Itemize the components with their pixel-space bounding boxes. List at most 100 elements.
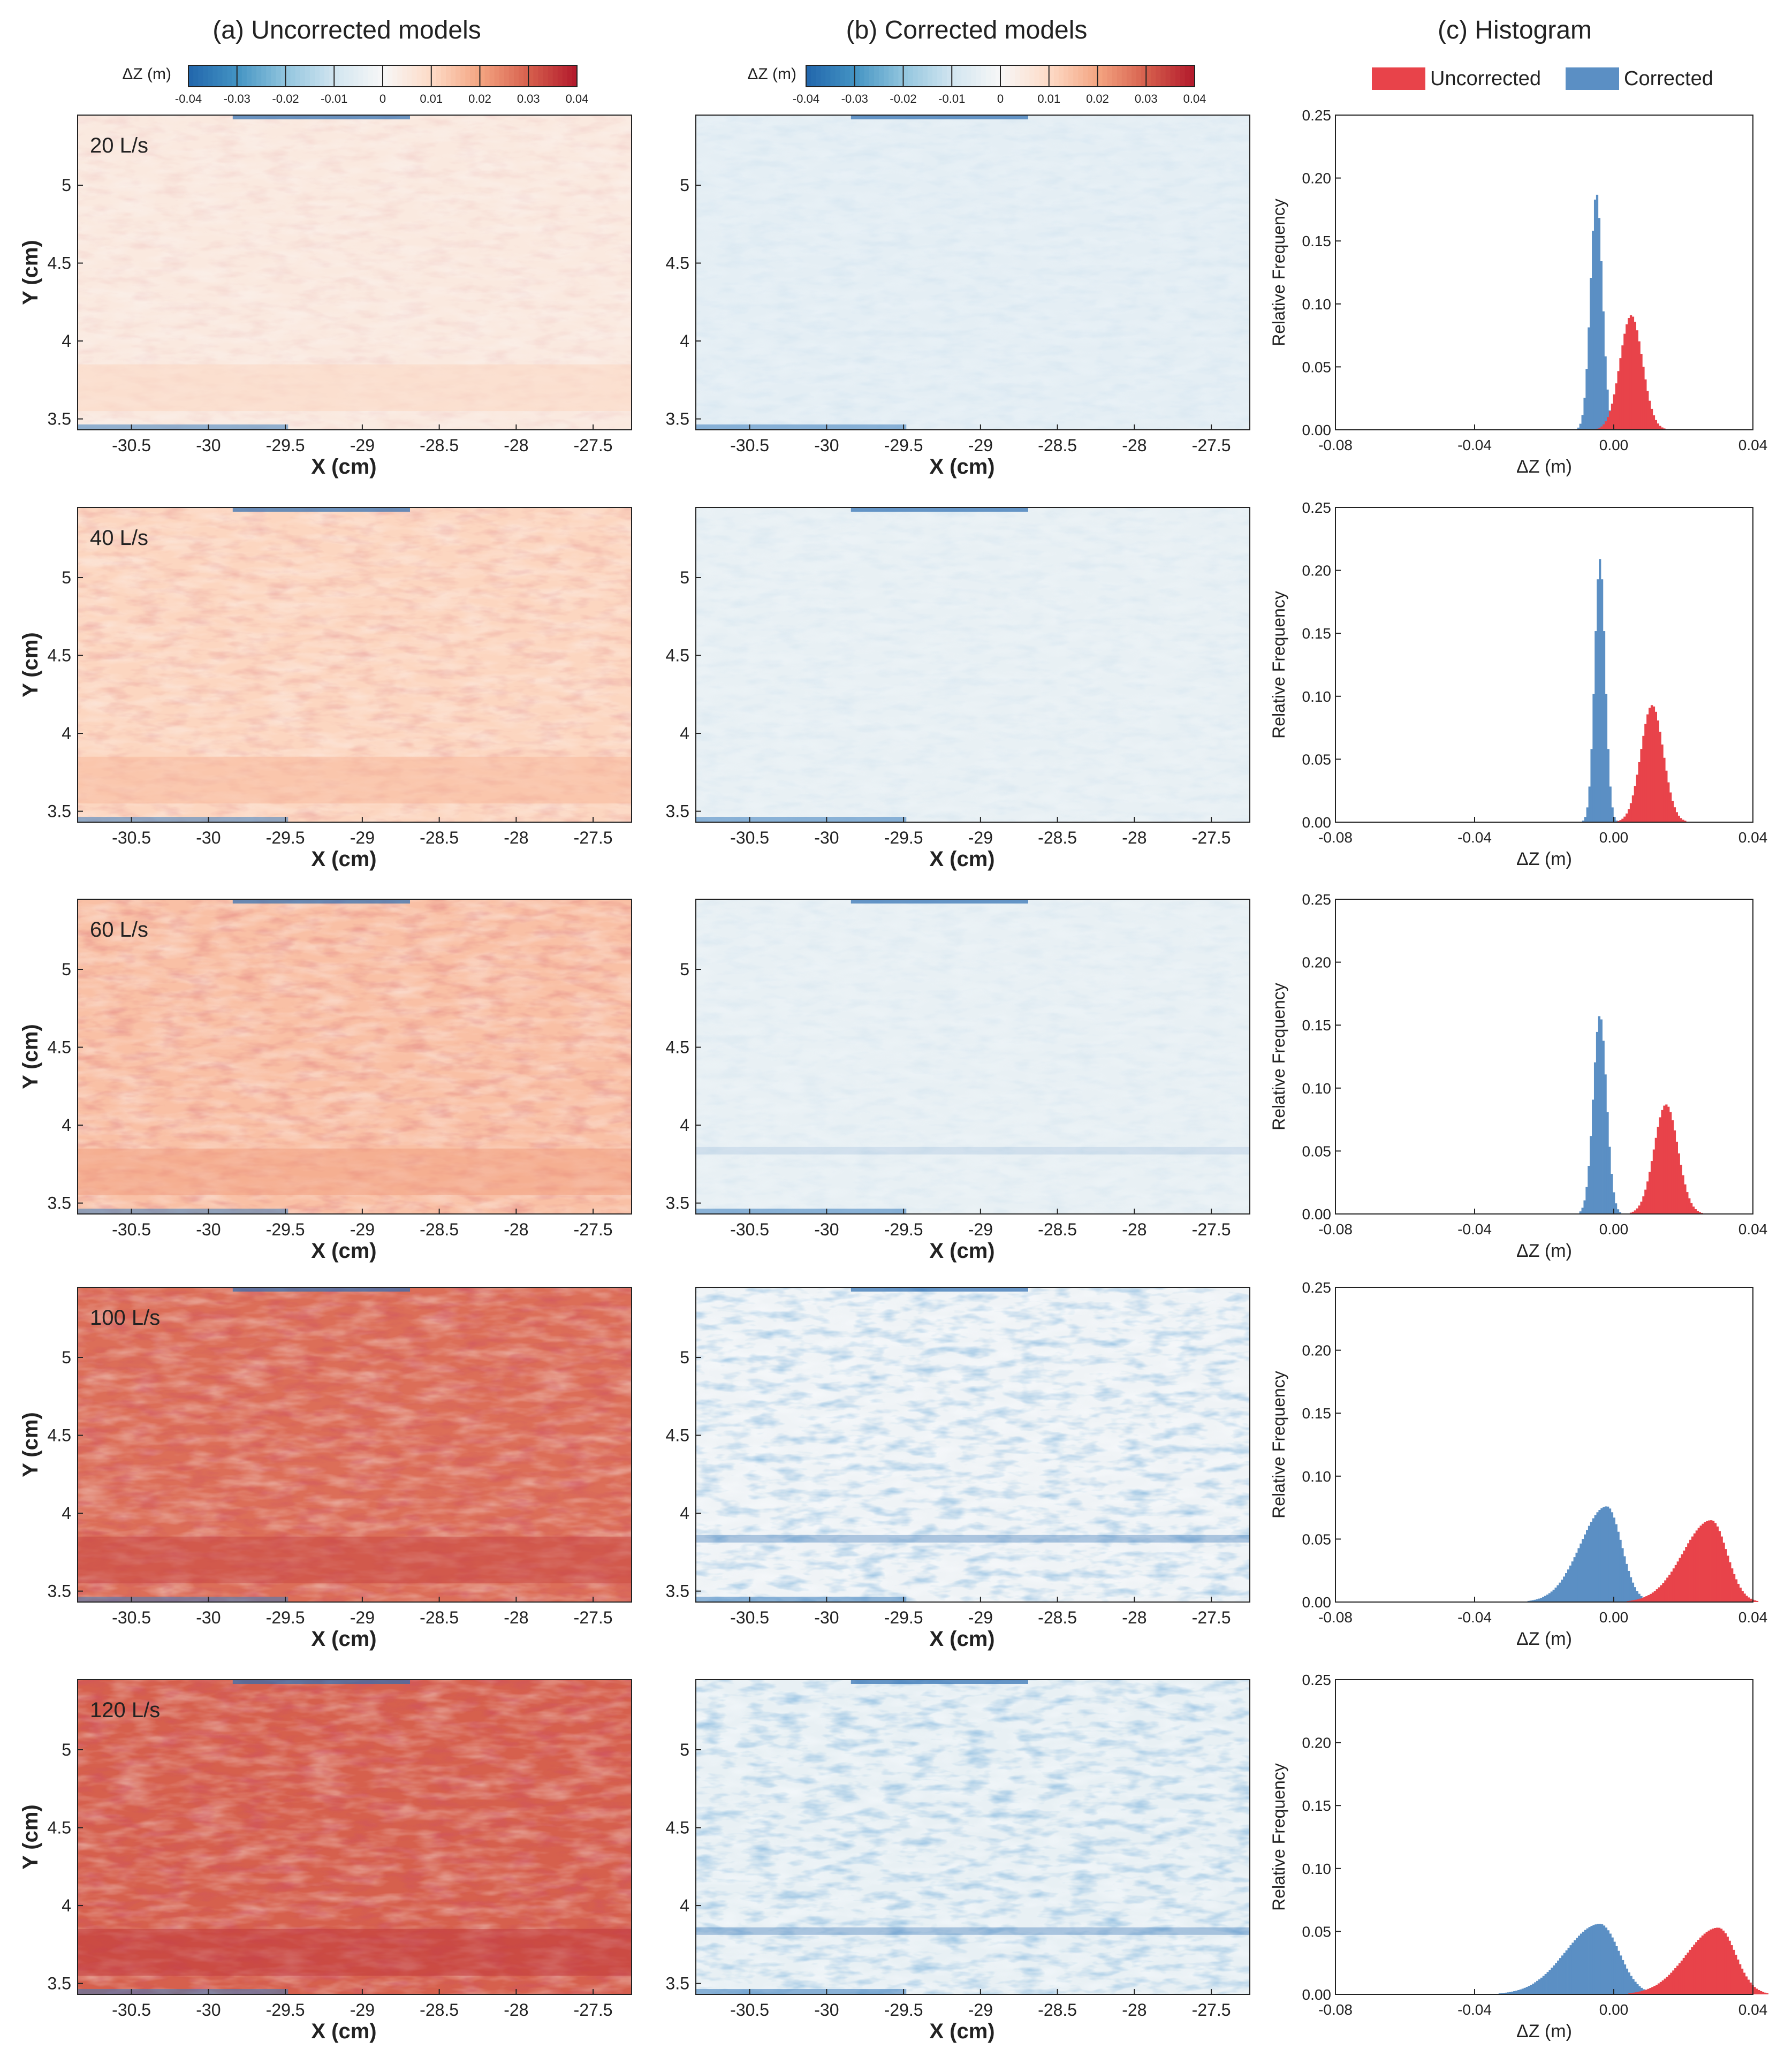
hist-bar [1597, 579, 1599, 822]
hist-bar [1642, 735, 1645, 822]
colorbar-segment [280, 65, 286, 87]
colorbar-segment [451, 65, 456, 87]
colorbar-tick-label: -0.02 [890, 92, 916, 105]
hist-background [1335, 115, 1753, 430]
corrected-bars [1577, 194, 1618, 430]
hist-bar [1596, 1512, 1599, 1602]
hist-bar [1536, 1599, 1538, 1602]
colorbar-segment [407, 65, 413, 87]
x-axis-label: X (cm) [311, 847, 376, 871]
colorbar-segment [1078, 65, 1083, 87]
hist-bar [1710, 1929, 1712, 1994]
hist-bar [1609, 786, 1612, 822]
colorbar-segment [465, 65, 470, 87]
hist-bar [1559, 1582, 1561, 1602]
hist-bar [1619, 1212, 1622, 1214]
x-tick-label: -29 [968, 1608, 993, 1627]
hist-bar [1550, 1591, 1553, 1602]
hist-bar [1722, 1930, 1725, 1994]
y-tick-label: 4.5 [666, 646, 689, 665]
hist-bar [1710, 1520, 1713, 1602]
hist-bar [1596, 1031, 1599, 1214]
hist-bar [1673, 807, 1676, 822]
x-tick-label: -29 [968, 2000, 993, 2020]
x-tick-label: -29.5 [884, 1608, 923, 1627]
hist-bar [1617, 371, 1620, 430]
hist-bar [1592, 694, 1595, 822]
y-tick-label: 0.25 [1302, 107, 1332, 124]
y-tick-label: 4.5 [666, 1038, 689, 1057]
hist-bar [1708, 1520, 1711, 1602]
colorbar-segment [966, 65, 972, 87]
hist-bar [1548, 1593, 1551, 1602]
colorbars: ΔZ (m) -0.04 -0.03 -0.02 -0.01 0 0.01 0.02 0.03 0… [122, 65, 1206, 105]
y-axis-label: Y (cm) [19, 1804, 42, 1870]
hist-bar [1598, 218, 1601, 430]
x-tick-label: -29 [350, 436, 375, 455]
colorbar-segment [1029, 65, 1035, 87]
hist-bar [1686, 1192, 1689, 1214]
hist-bar [1666, 1577, 1669, 1602]
colorbar-segment [854, 65, 860, 87]
colorbar-segment [426, 65, 432, 87]
colorbar-segment [528, 65, 534, 87]
y-tick-label: 3.5 [666, 1582, 689, 1601]
x-tick-label: -29 [968, 1220, 993, 1239]
hist-bar [1699, 1937, 1702, 1994]
hist-bar [1702, 1523, 1704, 1602]
hist-bar [1682, 819, 1684, 822]
x-tick-label: -28.5 [1038, 1608, 1077, 1627]
hist-bar [1641, 1991, 1643, 1994]
hist-bar [1668, 1574, 1671, 1602]
hist-bar [1672, 1970, 1675, 1994]
x-tick-label: 0.00 [1599, 1609, 1629, 1626]
x-axis-label: X (cm) [311, 1627, 376, 1651]
colorbar-tick-label: -0.04 [175, 92, 202, 105]
hist-bar [1588, 1927, 1591, 1994]
uncorrected-map: -30.5 -30 -29.5 -29 -28.5 -28 -27.5 3.5 4 4.5 5 X (… [19, 1287, 632, 1651]
colorbar-segment [383, 65, 388, 87]
y-tick-label: 0.05 [1302, 751, 1332, 768]
hist-bar [1571, 1942, 1574, 1994]
colorbar-tick-label: -0.03 [841, 92, 868, 105]
hist-bar [1606, 389, 1609, 430]
hist-bar [1536, 1980, 1539, 1994]
hist-bar [1737, 1959, 1740, 1994]
hist-bar [1764, 1992, 1767, 1994]
hist-bar [1640, 749, 1643, 822]
uncorrected-bars [1617, 705, 1687, 822]
hist-bar [1766, 1993, 1768, 1994]
hist-bar [1756, 1988, 1758, 1994]
map-frame [77, 899, 632, 1215]
hist-bar [1600, 261, 1603, 430]
hist-bar [1735, 1579, 1738, 1602]
x-tick-label: -29.5 [266, 1220, 305, 1239]
hist-bar [1586, 1928, 1589, 1994]
x-tick-label: -30.5 [730, 828, 769, 847]
hist-bar [1554, 1588, 1557, 1602]
colorbar-segment [276, 65, 282, 87]
hist-bar [1685, 1547, 1688, 1602]
x-tick-label: -28.5 [1038, 2000, 1077, 2020]
colorbar-segment [922, 65, 928, 87]
colorbar-segment [1039, 65, 1045, 87]
colorbar-segment [309, 65, 315, 87]
y-tick-label: 0.00 [1302, 1594, 1332, 1611]
colorbar-segment [329, 65, 335, 87]
map-edge-artifact [232, 899, 410, 904]
hist-bar [1661, 1980, 1664, 1994]
hist-bar [1590, 749, 1593, 822]
map-frame [695, 507, 1250, 823]
colorbar-segment [548, 65, 553, 87]
uncorrected-map: -30.5 -30 -29.5 -29 -28.5 -28 -27.5 3.5 4 4.5 5 X (… [19, 899, 632, 1263]
colorbar-segment [290, 65, 296, 87]
colorbar-segment [961, 65, 967, 87]
hist-bar [1579, 423, 1582, 430]
hist-bar [1756, 1600, 1759, 1602]
y-tick-label: 4 [680, 1115, 689, 1135]
hist-bar [1745, 1976, 1748, 1994]
hist-bar [1712, 1521, 1715, 1602]
corrected-bars [1582, 559, 1618, 822]
map-edge-artifact [851, 507, 1028, 512]
colorbar-segment [567, 65, 573, 87]
